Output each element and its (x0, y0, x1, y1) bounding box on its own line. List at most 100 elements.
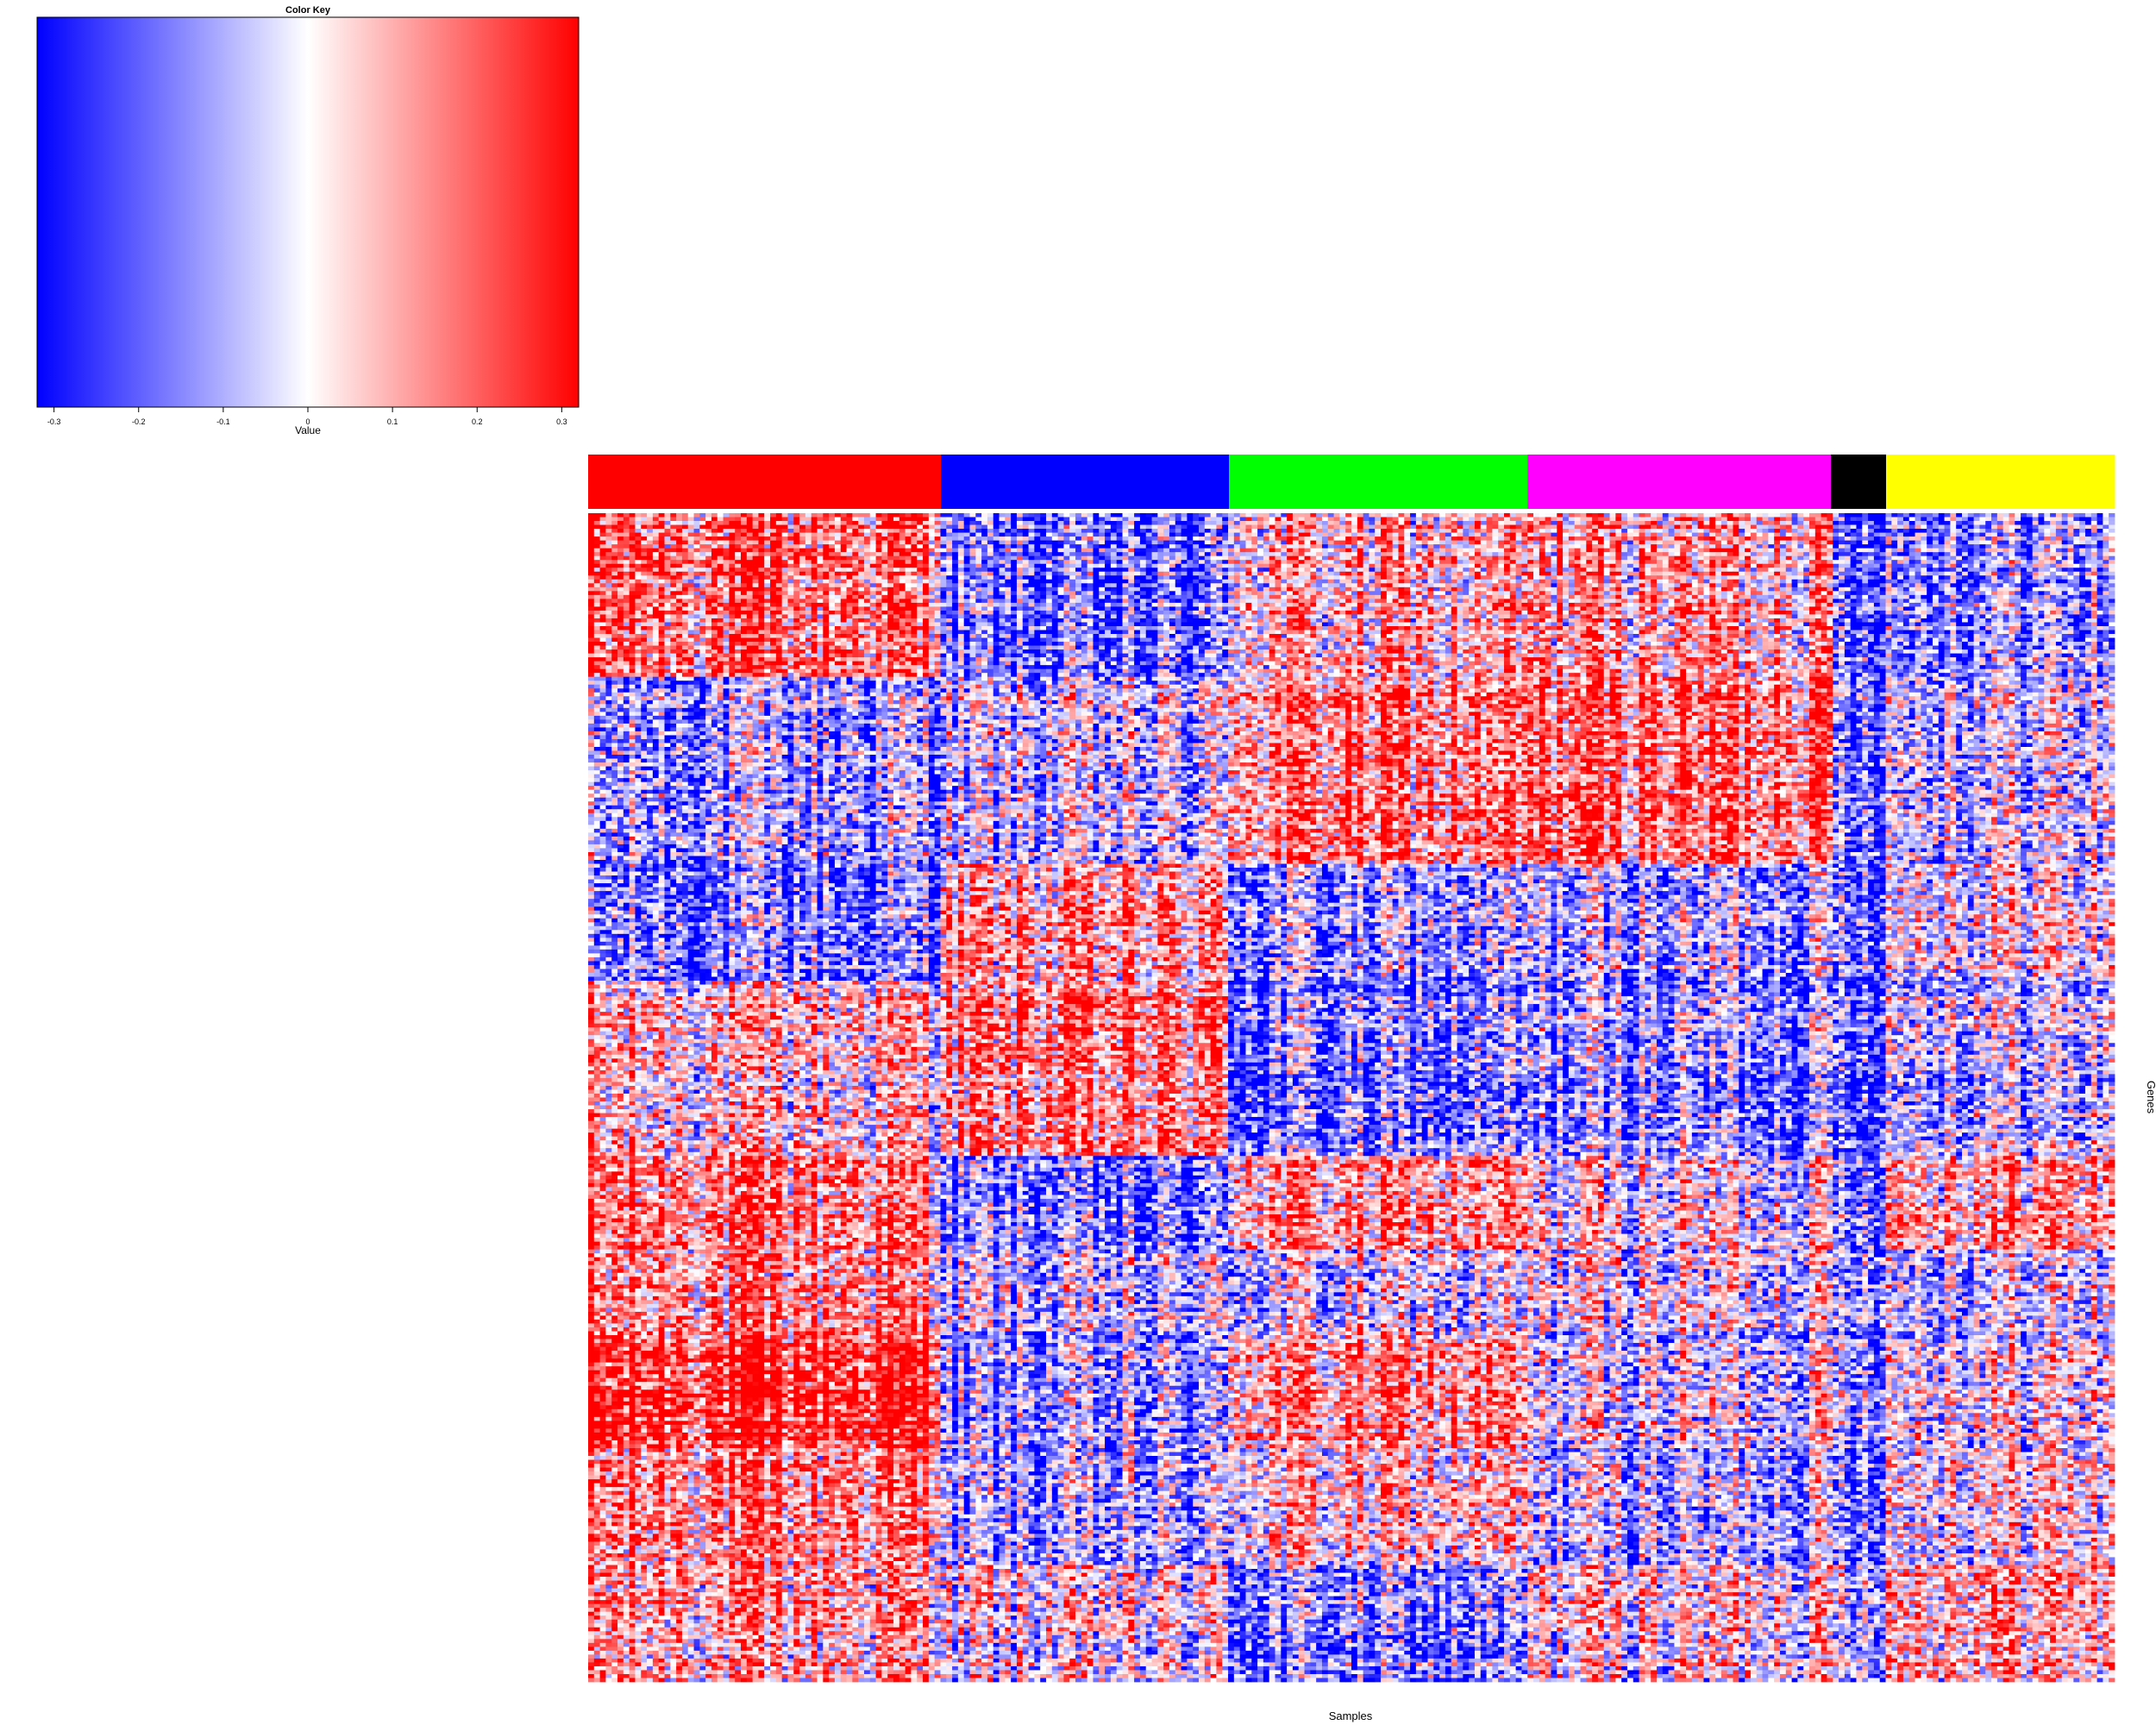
heatmap-cell (1610, 513, 1616, 518)
heatmap-cell (1739, 518, 1745, 522)
heatmap-cell (1692, 513, 1698, 518)
heatmap-cell (917, 521, 923, 525)
heatmap-cell (870, 525, 876, 530)
heatmap-cell (829, 513, 835, 518)
heatmap-cell (711, 529, 718, 533)
heatmap-cell (1069, 529, 1075, 533)
heatmap-cell (906, 518, 912, 522)
heatmap-cell (1703, 518, 1709, 522)
heatmap-cell (1046, 533, 1052, 537)
heatmap-cell (1991, 525, 1997, 530)
heatmap-cell (2015, 513, 2021, 518)
heatmap-cell (624, 521, 630, 525)
heatmap-cell (1375, 529, 1381, 533)
heatmap-cell (1305, 529, 1311, 533)
heatmap-cell (946, 518, 952, 522)
heatmap-cell (835, 521, 841, 525)
heatmap-cell (1163, 533, 1169, 537)
heatmap-cell (776, 521, 782, 525)
heatmap-cell (1763, 529, 1769, 533)
heatmap-cell (1398, 518, 1404, 522)
heatmap-cell (841, 529, 847, 533)
color-key-axis-label: Value (295, 424, 321, 436)
heatmap-cell (1851, 525, 1857, 530)
heatmap-cell (1974, 513, 1980, 518)
heatmap-cell (793, 525, 799, 530)
heatmap-cell (964, 513, 970, 518)
heatmap-cell (1422, 525, 1428, 530)
heatmap-cell (653, 518, 659, 522)
heatmap-cell (911, 513, 917, 518)
heatmap-cell (1563, 518, 1569, 522)
heatmap-cell (1956, 521, 1962, 525)
heatmap-cell (1739, 521, 1745, 525)
heatmap-cell (1510, 525, 1516, 530)
heatmap-cell (1581, 525, 1587, 530)
heatmap-cell (899, 525, 906, 530)
heatmap-cell (1633, 518, 1639, 522)
heatmap-cell (987, 533, 993, 537)
heatmap-cell (1305, 513, 1311, 518)
heatmap-cell (2033, 525, 2039, 530)
heatmap-cell (1903, 513, 1909, 518)
heatmap-cell (1199, 529, 1205, 533)
heatmap-cell (1833, 525, 1839, 530)
heatmap-cell (858, 521, 864, 525)
heatmap-cell (641, 529, 647, 533)
heatmap-cell (776, 518, 782, 522)
heatmap-cell (1105, 525, 1111, 530)
heatmap-cell (1457, 513, 1463, 518)
heatmap-cell (1504, 513, 1510, 518)
heatmap-cell (1328, 518, 1334, 522)
heatmap-cell (923, 521, 929, 525)
heatmap-cell (747, 521, 753, 525)
heatmap-cell (1880, 525, 1886, 530)
heatmap-cell (1211, 513, 1217, 518)
heatmap-cell (1087, 529, 1094, 533)
heatmap-cell (835, 533, 841, 537)
heatmap-cell (1093, 529, 1099, 533)
heatmap-cell (1029, 513, 1035, 518)
heatmap-cell (1833, 521, 1839, 525)
heatmap-cell (987, 513, 993, 518)
heatmap-cell (1621, 525, 1627, 530)
heatmap-cell (1357, 525, 1363, 530)
heatmap-cell (641, 525, 647, 530)
heatmap-cell (1909, 513, 1915, 518)
heatmap-cell (1134, 525, 1140, 530)
heatmap-cell (1575, 529, 1581, 533)
heatmap-cell (2091, 521, 2097, 525)
heatmap-cell (1181, 513, 1188, 518)
heatmap-cell (694, 533, 700, 537)
heatmap-cell (588, 521, 594, 525)
heatmap-cell (805, 525, 812, 530)
heatmap-cell (741, 533, 747, 537)
heatmap-cell (1245, 533, 1251, 537)
heatmap-cell (1052, 513, 1058, 518)
heatmap-cell (1134, 529, 1140, 533)
heatmap-cell (676, 518, 682, 522)
heatmap-cell (1481, 513, 1487, 518)
heatmap-cell (1228, 525, 1234, 530)
heatmap-cell (2050, 525, 2056, 530)
heatmap-cell (1751, 529, 1757, 533)
heatmap-cell (1575, 513, 1581, 518)
heatmap-cell (2039, 518, 2045, 522)
heatmap-cell (653, 521, 659, 525)
heatmap-cell (647, 533, 653, 537)
heatmap-cell (818, 525, 824, 530)
heatmap-cell (952, 533, 958, 537)
heatmap-cell (1645, 525, 1651, 530)
heatmap-cell (1023, 521, 1029, 525)
heatmap-cell (1281, 518, 1287, 522)
heatmap-cell (1886, 513, 1892, 518)
heatmap-cell (1117, 525, 1123, 530)
heatmap-cell (688, 518, 694, 522)
heatmap-cell (1299, 513, 1305, 518)
heatmap-cell (1663, 513, 1669, 518)
heatmap-cell (753, 518, 759, 522)
heatmap-cell (929, 525, 935, 530)
heatmap-cell (1034, 529, 1040, 533)
heatmap-cell (653, 513, 659, 518)
heatmap-cell (787, 529, 793, 533)
